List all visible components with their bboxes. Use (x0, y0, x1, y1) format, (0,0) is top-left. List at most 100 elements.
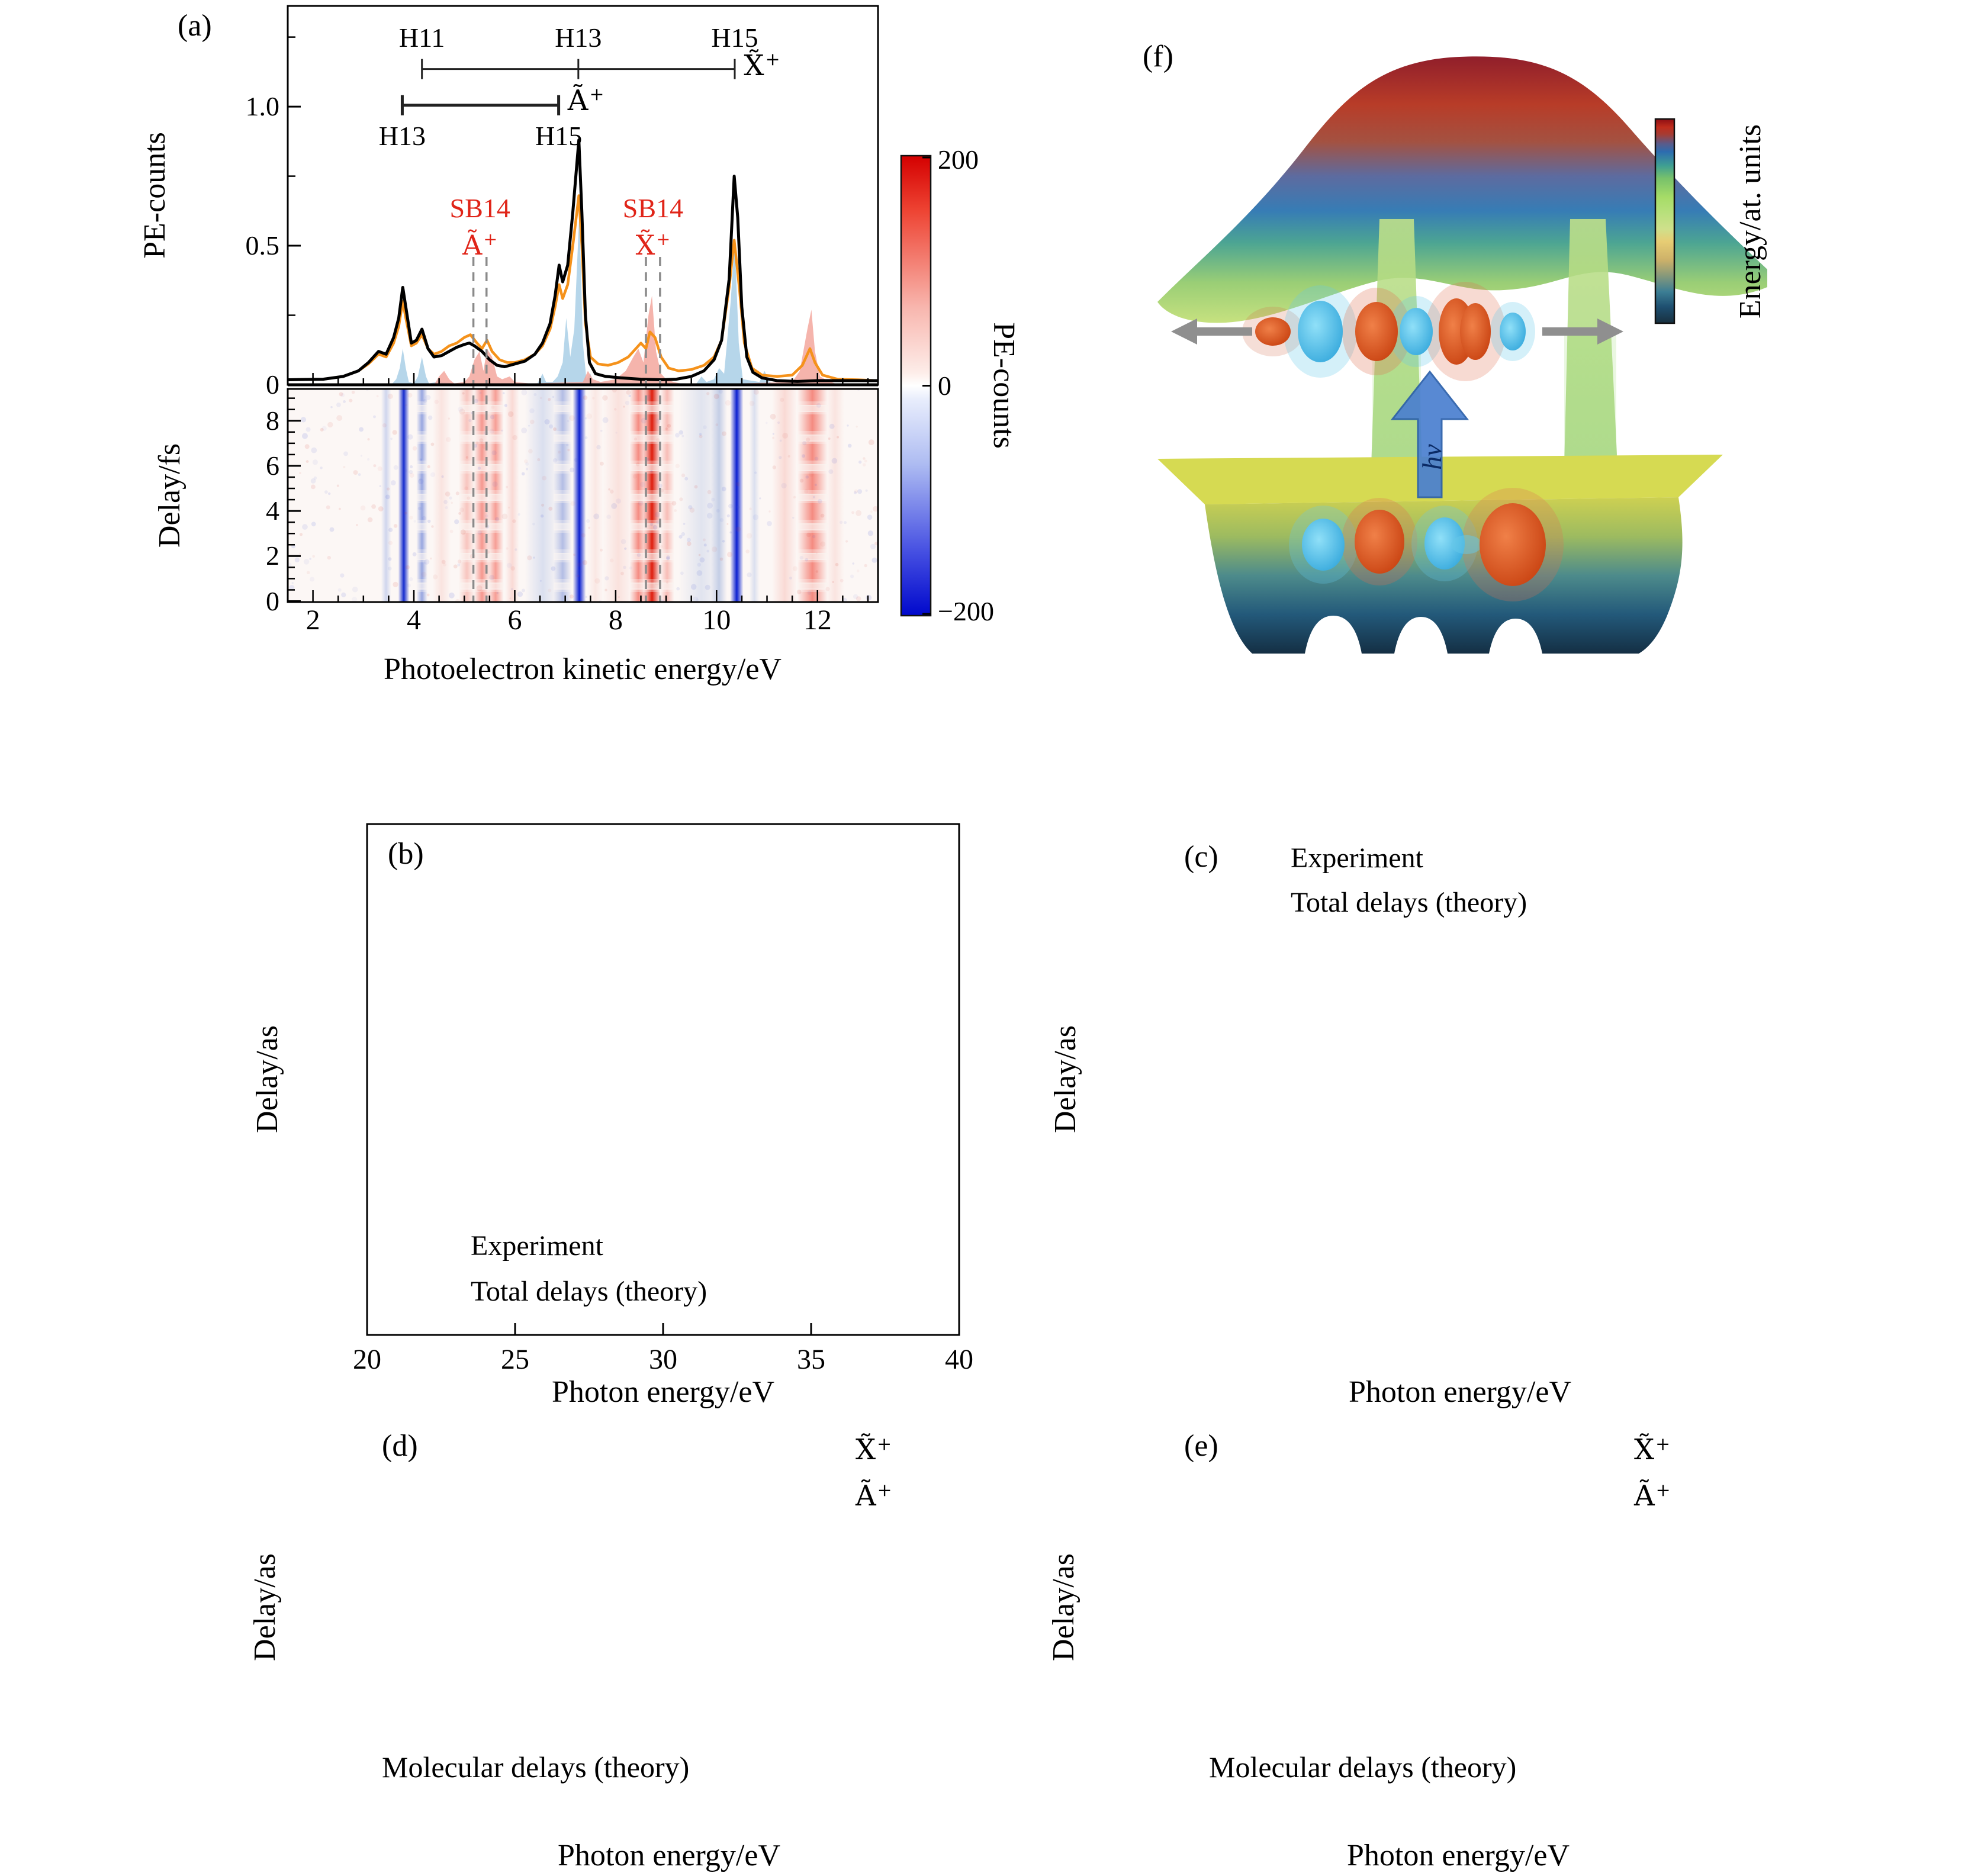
map-noise-dot (698, 554, 701, 556)
map-noise-dot (681, 435, 684, 437)
map-noise-dot (684, 477, 689, 481)
map-noise-dot (455, 598, 460, 601)
map-noise-dot (772, 465, 777, 469)
map-noise-dot (349, 398, 353, 403)
map-noise-dot (675, 433, 680, 438)
map-noise-dot (451, 501, 453, 504)
map-noise-dot (506, 485, 509, 488)
map-noise-dot (512, 435, 517, 440)
map-noise-dot (313, 476, 317, 480)
map-noise-dot (611, 503, 618, 509)
map-noise-dot (628, 394, 631, 397)
map-noise-dot (678, 535, 683, 539)
map-noise-dot (548, 506, 553, 511)
map-noise-dot (792, 566, 797, 571)
map-noise-dot (449, 496, 452, 500)
map-noise-dot (504, 404, 507, 407)
map-noise-dot (390, 437, 393, 440)
map-noise-dot (854, 489, 858, 493)
map-noise-dot (772, 433, 774, 435)
map-stripe-beads (660, 390, 674, 601)
map-noise-dot (759, 497, 761, 500)
map-noise-dot (441, 475, 444, 478)
map-noise-dot (340, 573, 345, 578)
map-noise-dot (366, 390, 369, 391)
map-noise-dot (602, 395, 608, 401)
map-noise-dot (311, 447, 317, 453)
map-noise-dot (474, 398, 478, 404)
map-noise-dot (818, 498, 822, 504)
map-noise-dot (517, 591, 523, 597)
map-noise-dot (448, 417, 450, 420)
map-noise-dot (521, 427, 527, 433)
map-noise-dot (360, 455, 363, 457)
map-noise-dot (459, 507, 464, 513)
map-noise-dot (528, 424, 530, 427)
map-noise-dot (309, 558, 311, 560)
map-noise-dot (445, 491, 451, 497)
map-noise-dot (660, 488, 664, 493)
map-noise-dot (592, 397, 595, 400)
map-noise-dot (652, 525, 658, 530)
map-noise-dot (427, 465, 430, 469)
map-noise-dot (388, 527, 393, 532)
map-noise-dot (711, 497, 715, 502)
map-noise-dot (506, 547, 509, 550)
map-stripe (710, 390, 728, 601)
map-noise-dot (491, 450, 497, 456)
map-noise-dot (336, 415, 343, 421)
map-noise-dot (678, 430, 683, 435)
map-stripe (573, 390, 586, 601)
map-noise-dot (582, 560, 588, 565)
plot-border (366, 823, 960, 1336)
map-noise-dot (667, 424, 671, 428)
map-noise-dot (510, 588, 514, 591)
map-noise-dot (746, 533, 752, 539)
map-noise-dot (600, 429, 603, 432)
map-noise-dot (404, 511, 407, 515)
map-noise-dot (377, 466, 382, 471)
map-noise-dot (713, 394, 719, 400)
map-noise-dot (815, 552, 818, 555)
map-noise-dot (599, 461, 604, 466)
map-noise-dot (772, 436, 774, 439)
map-noise-dot (706, 549, 710, 553)
energy-colorbar (1654, 118, 1676, 324)
map-noise-dot (705, 584, 710, 590)
map-noise-dot (544, 419, 550, 424)
map-noise-dot (840, 520, 843, 524)
map-noise-dot (403, 468, 407, 472)
map-noise-dot (427, 415, 433, 420)
map-noise-dot (629, 566, 633, 570)
map-stripe (772, 390, 797, 601)
map-noise-dot (343, 400, 346, 403)
map-noise-dot (805, 558, 809, 562)
map-noise-dot (441, 559, 446, 564)
map-noise-dot (501, 513, 508, 520)
map-noise-dot (388, 567, 392, 571)
map-noise-dot (453, 564, 458, 569)
map-noise-dot (385, 494, 390, 500)
map-noise-dot (387, 394, 393, 399)
map-noise-dot (787, 455, 790, 458)
spectrum-black-curve (288, 139, 877, 383)
map-noise-dot (781, 482, 787, 489)
map-noise-dot (604, 576, 609, 581)
map-noise-dot (828, 437, 831, 440)
map-noise-dot (812, 535, 816, 539)
map-noise-dot (341, 592, 346, 598)
map-stripe (603, 390, 633, 601)
map-noise-dot (688, 505, 693, 510)
map-noise-dot (485, 514, 488, 518)
map-noise-dot (578, 481, 582, 485)
map-noise-dot (489, 429, 494, 434)
map-noise-dot (570, 467, 575, 472)
map-noise-dot (449, 529, 454, 533)
map-noise-dot (407, 392, 413, 398)
map-noise-dot (874, 542, 877, 546)
map-noise-dot (521, 390, 528, 395)
map-noise-dot (454, 519, 459, 524)
map-noise-dot (856, 510, 862, 516)
map-noise-dot (707, 503, 713, 509)
